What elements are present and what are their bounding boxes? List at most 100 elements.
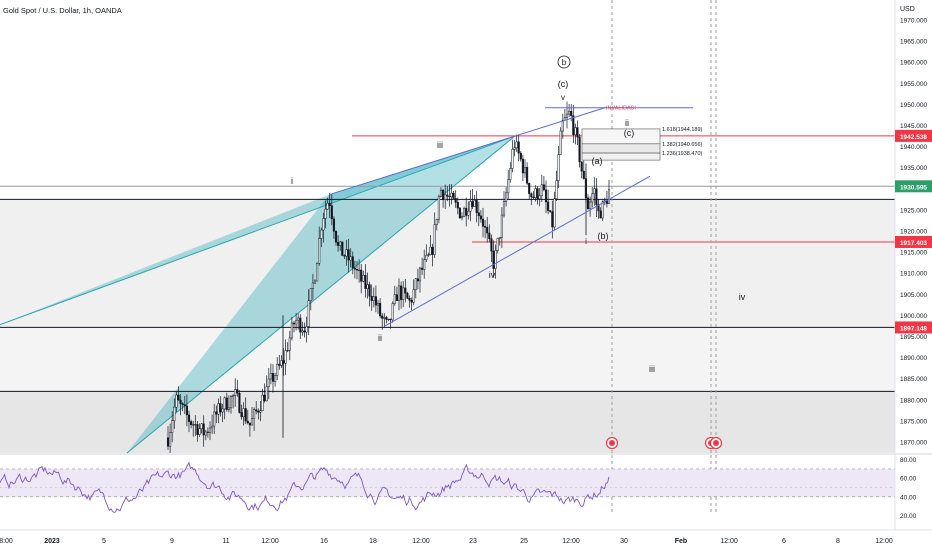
candle — [229, 394, 233, 414]
candle-body — [351, 256, 354, 269]
candle — [484, 220, 487, 239]
candle-body — [187, 414, 191, 422]
candle — [379, 298, 382, 319]
candle — [328, 192, 331, 219]
wave-label-c: (c) — [558, 79, 569, 89]
candle — [330, 194, 333, 226]
candle — [240, 404, 243, 420]
candle-body — [362, 275, 365, 282]
candle — [211, 414, 214, 434]
candle-body — [586, 197, 590, 210]
rsi-line — [0, 461, 610, 513]
candle — [217, 398, 220, 424]
candle — [385, 315, 388, 324]
candle-body — [192, 424, 195, 426]
candle-body — [305, 326, 308, 333]
price-tag-label: 1942.538 — [900, 134, 927, 141]
price-tick-label: 1875.000 — [900, 418, 927, 425]
candle — [442, 188, 445, 208]
candle-body — [410, 300, 413, 303]
candle — [213, 403, 216, 435]
candle-body — [433, 224, 436, 255]
candle-body — [393, 294, 396, 304]
candle — [271, 364, 275, 393]
candle — [261, 388, 264, 412]
candle-body — [389, 318, 392, 321]
candle — [194, 415, 197, 436]
candle — [343, 254, 346, 260]
candle — [523, 159, 527, 178]
candle — [332, 216, 335, 239]
candle — [347, 238, 350, 273]
candle-body — [484, 226, 487, 228]
candle-body — [236, 389, 239, 394]
candle — [206, 427, 209, 438]
candle — [576, 120, 579, 145]
candle-body — [431, 246, 434, 255]
candle — [171, 411, 174, 443]
candle — [418, 266, 422, 293]
candle-body — [265, 386, 268, 402]
candle — [496, 237, 499, 254]
candle-body — [572, 115, 575, 136]
candle — [221, 403, 224, 423]
candle — [391, 301, 394, 323]
candle — [414, 278, 417, 299]
candle — [597, 199, 600, 219]
candle — [530, 192, 533, 206]
candle-body — [593, 188, 596, 195]
candle — [565, 101, 569, 129]
candle — [446, 185, 449, 202]
candle-body — [559, 130, 562, 155]
candle — [509, 162, 512, 183]
candle-body — [198, 428, 201, 435]
candle — [421, 257, 424, 275]
candle — [456, 197, 459, 215]
candle — [601, 200, 604, 222]
candle — [187, 410, 191, 433]
candle-body — [257, 410, 260, 413]
rsi-tick-label: 60.00 — [900, 476, 917, 483]
event-flag-dot — [713, 440, 719, 446]
candle-body — [217, 403, 220, 415]
candle — [202, 415, 205, 447]
candle — [372, 287, 375, 308]
candle-body — [460, 216, 464, 219]
candle-body — [316, 263, 319, 282]
candle-body — [429, 246, 432, 255]
candle-body — [404, 287, 407, 294]
candle — [244, 397, 247, 425]
candle — [313, 279, 317, 285]
candle-body — [477, 212, 480, 217]
time-tick-label: 2023 — [44, 538, 60, 545]
candle-body — [502, 201, 506, 216]
candle-body — [528, 183, 531, 194]
candle-body — [492, 250, 495, 269]
price-tick-label: 1910.000 — [900, 271, 927, 278]
candle — [280, 355, 283, 368]
candle — [276, 357, 279, 381]
candle — [257, 408, 260, 420]
wave-label-iv: iv — [489, 270, 496, 280]
candle-body — [400, 285, 403, 300]
candle-body — [250, 418, 254, 426]
candle — [429, 235, 432, 256]
candle — [425, 244, 428, 263]
candle — [494, 244, 497, 279]
candle — [572, 104, 575, 144]
candle-body — [500, 214, 503, 238]
time-tick-label: Feb — [675, 538, 687, 545]
candle-body — [175, 394, 178, 408]
candle — [349, 248, 352, 268]
candle-body — [267, 378, 270, 387]
candle — [561, 113, 564, 139]
price-tick-label: 1885.000 — [900, 376, 927, 383]
candle — [475, 190, 478, 223]
candle — [196, 420, 199, 442]
candle-body — [303, 330, 306, 333]
candle-body — [450, 192, 453, 198]
candle-body — [208, 427, 212, 433]
fib-box — [581, 143, 661, 154]
candle-body — [379, 302, 382, 317]
candle — [540, 174, 543, 203]
